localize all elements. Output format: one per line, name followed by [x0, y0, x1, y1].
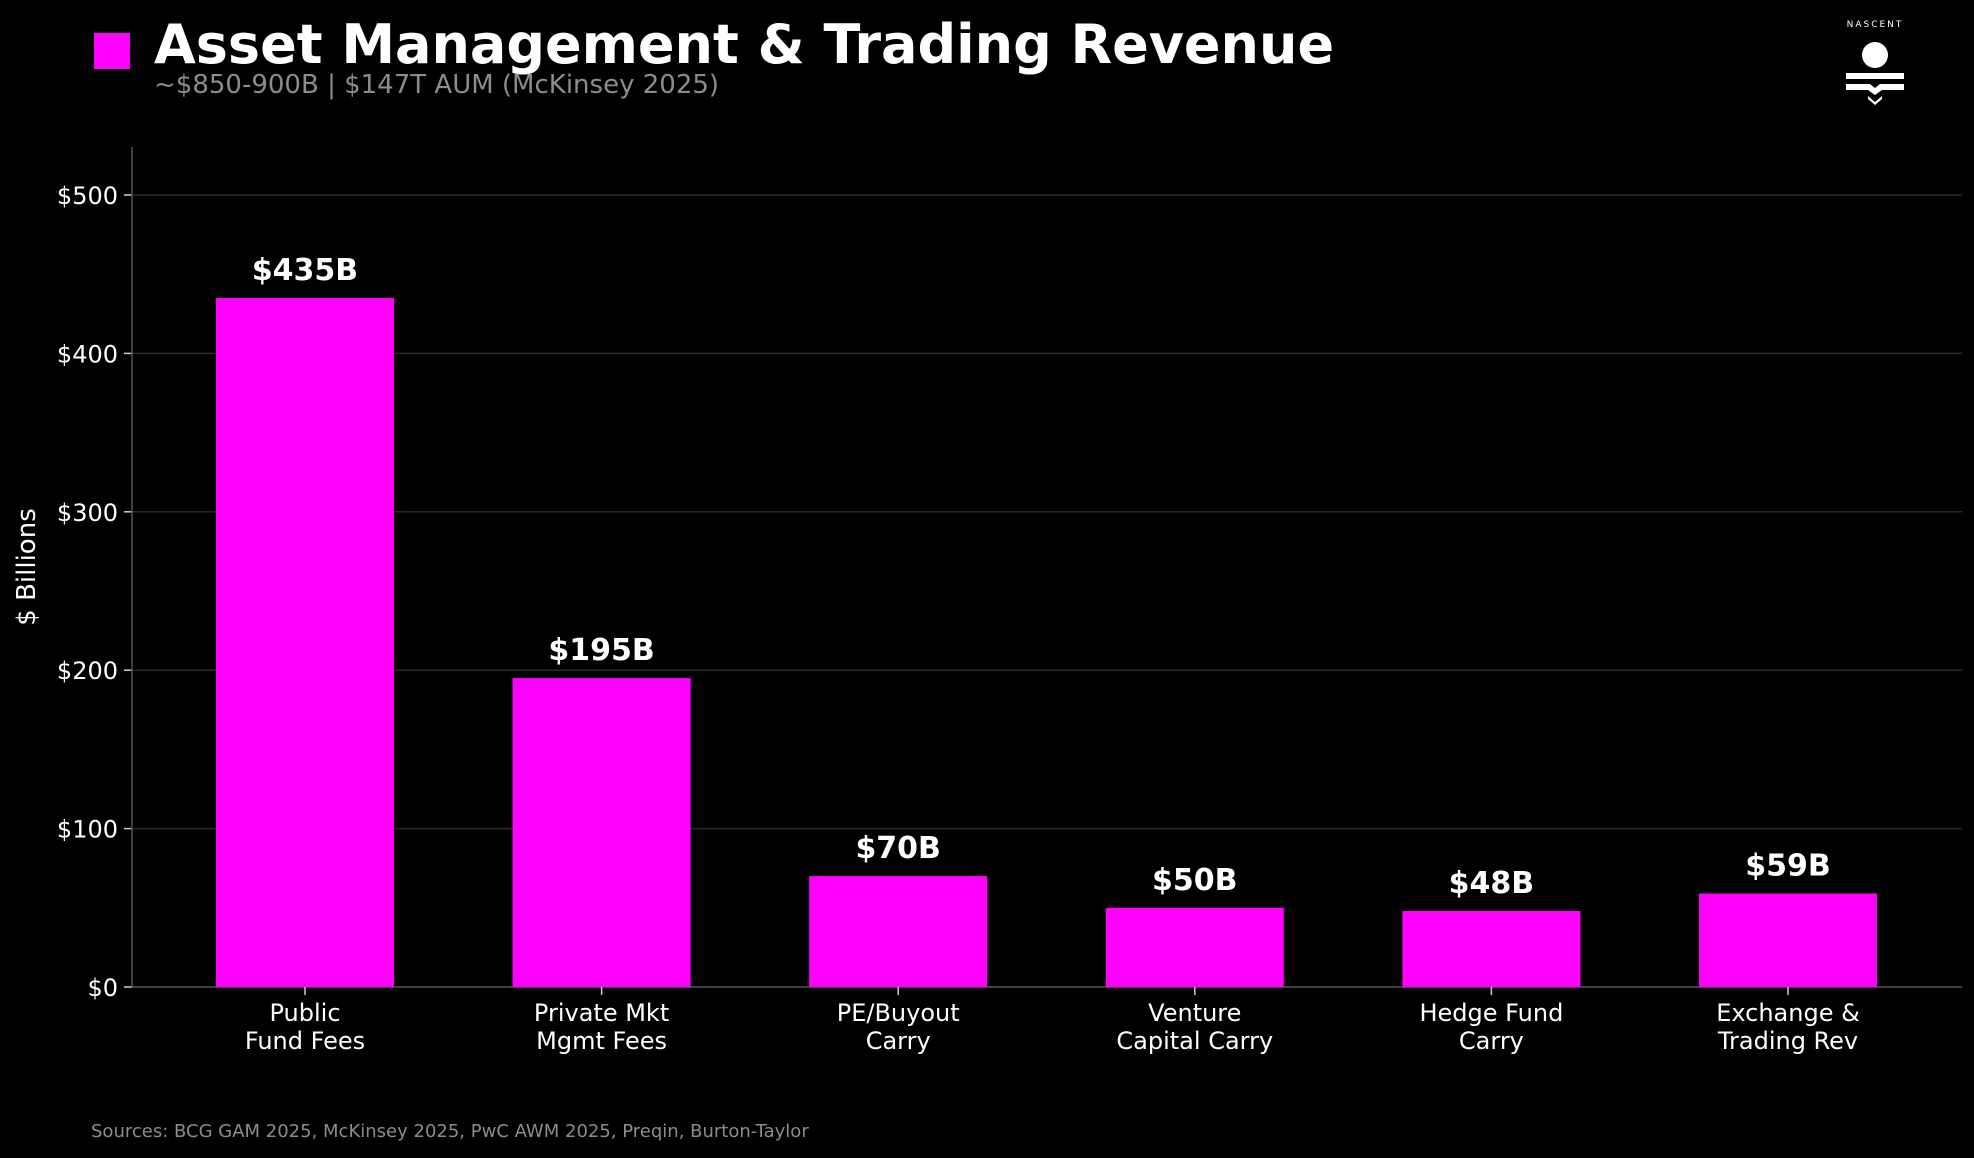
nascent-logo: NASCENT [1840, 20, 1910, 110]
page-subtitle: ~$850-900B | $147T AUM (McKinsey 2025) [154, 70, 720, 100]
sources-footnote: Sources: BCG GAM 2025, McKinsey 2025, Pw… [91, 1121, 809, 1142]
bar-data-label: $59B [1745, 849, 1831, 884]
x-tick-label: Capital Carry [1116, 1027, 1273, 1055]
bar [216, 297, 394, 988]
x-tick-label: Public [269, 999, 340, 1027]
title-color-square [94, 33, 130, 69]
x-tick-label: Exchange & [1716, 999, 1860, 1027]
y-tick-label: $0 [87, 974, 118, 1002]
bar-data-label: $70B [855, 831, 941, 866]
bar [809, 876, 988, 987]
logo-icon [1846, 42, 1904, 105]
bar [1699, 893, 1877, 987]
bar [1105, 907, 1284, 987]
x-tick-label: PE/Buyout [837, 999, 960, 1027]
bar [512, 678, 691, 987]
x-tick-label: Private Mkt [534, 999, 669, 1027]
logo-text: NASCENT [1846, 20, 1904, 30]
x-tick-label: Mgmt Fees [536, 1027, 667, 1055]
y-tick-label: $200 [57, 657, 118, 685]
y-axis-label: $ Billions [12, 508, 42, 625]
bar-data-label: $48B [1449, 866, 1535, 901]
bar-data-label: $195B [548, 633, 654, 668]
x-tick-label: Hedge Fund [1419, 999, 1563, 1027]
page-title: Asset Management & Trading Revenue [154, 13, 1335, 76]
x-tick-label: Trading Rev [1717, 1027, 1858, 1055]
y-tick-label: $400 [57, 340, 118, 368]
y-tick-label: $500 [57, 182, 118, 210]
x-tick-label: Carry [1459, 1027, 1524, 1055]
bar-data-label: $435B [252, 253, 358, 288]
x-tick-label: Venture [1148, 999, 1241, 1027]
bar [1402, 910, 1581, 987]
bar-data-label: $50B [1152, 863, 1238, 898]
y-tick-label: $100 [57, 816, 118, 844]
x-tick-label: Carry [866, 1027, 931, 1055]
y-tick-label: $300 [57, 499, 118, 527]
x-tick-label: Fund Fees [245, 1027, 365, 1055]
